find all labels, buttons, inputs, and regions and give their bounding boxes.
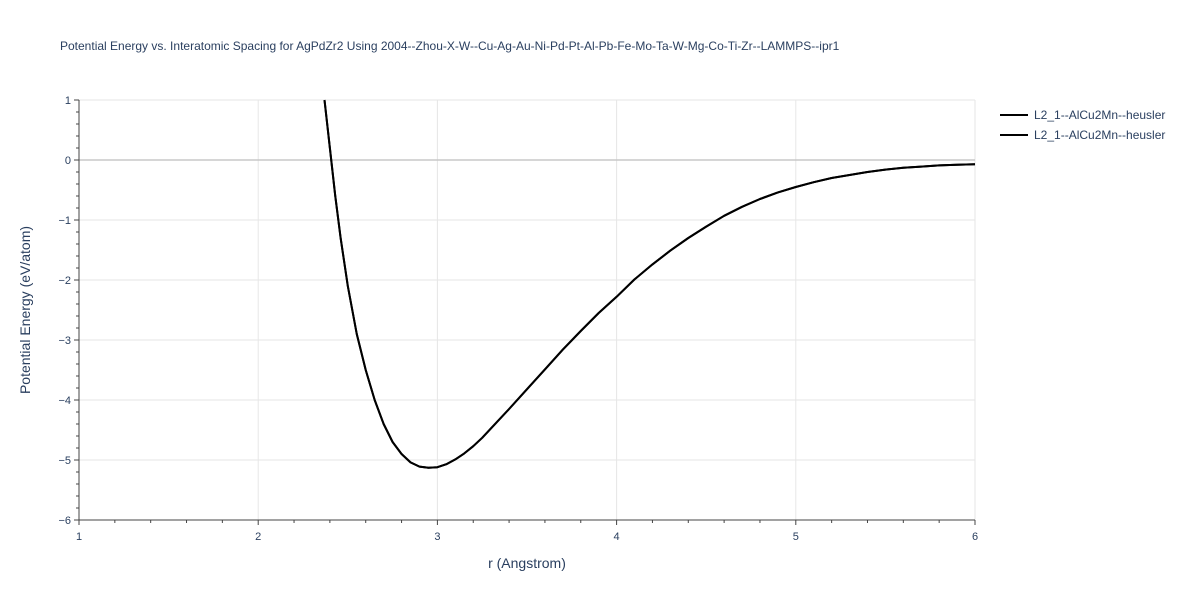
x-axis-title: r (Angstrom) (488, 555, 566, 571)
x-tick-label: 2 (255, 531, 261, 543)
legend[interactable]: L2_1--AlCu2Mn--heusler L2_1--AlCu2Mn--heu… (1000, 108, 1165, 142)
y-tick-label: −3 (58, 335, 71, 347)
legend-label: L2_1--AlCu2Mn--heusler (1034, 128, 1165, 142)
y-tick-label: −1 (58, 215, 71, 227)
series-layer (323, 99, 976, 469)
legend-item-1[interactable]: L2_1--AlCu2Mn--heusler (1000, 108, 1165, 122)
y-tick-label: 1 (65, 95, 71, 107)
legend-label: L2_1--AlCu2Mn--heusler (1034, 108, 1165, 122)
series-line-2 (323, 99, 976, 469)
x-tick-label: 3 (434, 531, 440, 543)
x-tick-label: 4 (614, 531, 620, 543)
x-tick-label: 5 (793, 531, 799, 543)
y-tick-label: −2 (58, 275, 71, 287)
x-tick-label: 1 (76, 531, 82, 543)
axes-layer (78, 100, 975, 521)
chart-title: Potential Energy vs. Interatomic Spacing… (60, 39, 840, 53)
y-tick-label: −5 (58, 455, 71, 467)
x-tick-label: 6 (972, 531, 978, 543)
y-tick-label: −4 (58, 395, 71, 407)
y-tick-label: 0 (65, 155, 71, 167)
y-tick-label: −6 (58, 515, 71, 527)
series-line-1 (323, 99, 976, 469)
legend-item-2[interactable]: L2_1--AlCu2Mn--heusler (1000, 128, 1165, 142)
y-axis-title: Potential Energy (eV/atom) (17, 226, 33, 394)
ticks-layer: 1 2 3 4 5 6 1 0 −1 −2 −3 −4 −5 −6 (58, 95, 978, 543)
grid-layer (79, 99, 976, 520)
